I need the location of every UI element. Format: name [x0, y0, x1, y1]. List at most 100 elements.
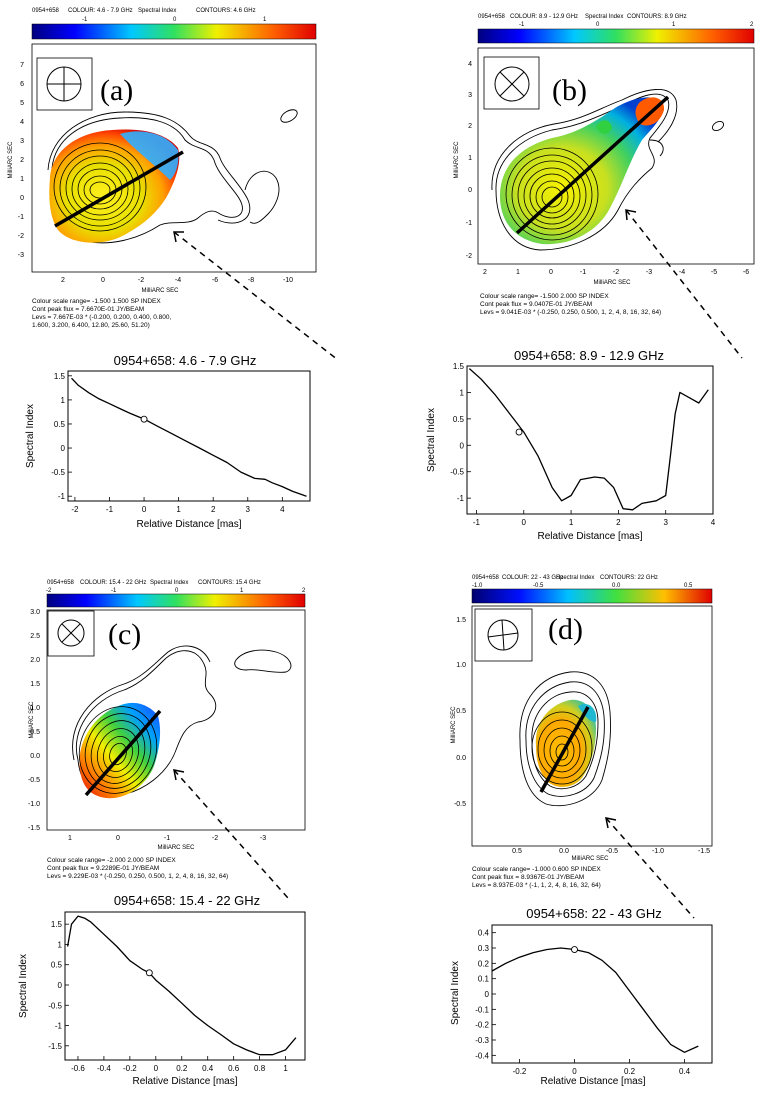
profile-d-ytick-label: -0.1: [475, 1005, 489, 1014]
profile-c-ytick-label: 0: [58, 981, 63, 990]
map-c-ytick: -0.5: [28, 777, 40, 784]
profile-d-ytick-label: 0.2: [478, 959, 490, 968]
profile-d-xtick-label: -0.2: [513, 1067, 527, 1076]
map-a-info-line: Cont peak flux = 7.6670E-01 JY/BEAM: [32, 306, 144, 313]
map-b-header-contours: CONTOURS: 8.9 GHz: [627, 14, 687, 20]
map-d-ylabel: MilliARC SEC: [451, 706, 457, 744]
profile-a-ytick-label: -1: [58, 492, 66, 501]
profile-a-ytick-label: 1.5: [54, 372, 66, 381]
map-c-xtick: -1: [164, 835, 170, 842]
map-a-core-contours: [53, 142, 147, 232]
profile-c-xtick-label: 0.6: [228, 1064, 240, 1073]
map-c-ytick: 1.5: [30, 681, 40, 688]
map-b-xtick: -6: [743, 269, 749, 276]
map-b-colour-blob: [500, 97, 663, 245]
map-b-colorbar-tick: 1: [672, 22, 676, 28]
map-c-slice-line: [84, 709, 162, 797]
map-d-xtick: 0.5: [512, 848, 522, 855]
map-a-xtick: -4: [175, 277, 181, 284]
profile-a-core-marker: [140, 415, 148, 423]
map-d-ytick: 0.0: [456, 755, 466, 762]
profile-c-xtick-label: 0.2: [176, 1064, 188, 1073]
map-d-ytick: 1.5: [456, 617, 466, 624]
profile-a-axes: -2 -1 0 1 2 3 4 1.5 1 0.5 0 -0.5 -1: [51, 372, 307, 514]
profile-c-series-line: [66, 915, 297, 1056]
map-c-outer-contours: [72, 645, 292, 797]
map-a-beam-icon: [46, 66, 82, 102]
map-a-ytick: 7: [20, 62, 24, 69]
map-d-yticks: 1.5 1.0 0.5 0.0 -0.5: [454, 617, 466, 808]
profile-b-xtick-label: 0: [522, 518, 527, 527]
map-c-info-line: Colour scale range= -2.000 2.000 SP INDE…: [47, 857, 176, 864]
profile-c-xtick-label: -0.4: [97, 1064, 111, 1073]
profile-d-ytick-label: 0.1: [478, 975, 490, 984]
profile-b-ylabel: Spectral Index: [426, 408, 437, 472]
map-a-slice-line: [54, 150, 184, 228]
map-a-ylabel: MilliARC SEC: [8, 141, 14, 179]
map-a-xtick: -8: [248, 277, 254, 284]
profile-c-xtick-label: 0.4: [202, 1064, 214, 1073]
profile-d-core-marker: [571, 946, 578, 953]
map-a-yticks: 7 6 5 4 3 2 1 0 -1 -2 -3: [18, 62, 24, 259]
map-c-ytick: 2.5: [30, 633, 40, 640]
map-d-core-contours: [531, 711, 593, 785]
map-b-green-knot: [596, 120, 612, 134]
map-d-info-line: Colour scale range= -1.000 0.600 SP INDE…: [472, 866, 601, 873]
map-b-xlabel: MilliARC SEC: [593, 280, 631, 286]
map-a-ytick: -3: [18, 252, 24, 259]
map-c-colour-blob: [79, 702, 161, 799]
map-d-outer-contours: [519, 671, 611, 807]
profile-b-series-line: [468, 368, 709, 511]
map-c-xtick: -2: [212, 835, 218, 842]
map-d-xtick: -1.5: [698, 848, 710, 855]
map-d-colorbar: [471, 588, 713, 604]
map-b-colorbar: [477, 28, 755, 44]
profile-d-ytick-label: -0.4: [475, 1051, 489, 1060]
map-b-xtick: -2: [613, 269, 619, 276]
map-b-core-contours: [505, 147, 599, 241]
profile-d-title: 0954+658: 22 - 43 GHz: [526, 906, 662, 921]
profile-a-xtick-label: 4: [280, 505, 285, 514]
map-b-info: Colour scale range= -1.500 2.000 SP INDE…: [480, 293, 661, 316]
map-a-xtick: 2: [61, 277, 65, 284]
map-b-ytick: 3: [468, 92, 472, 99]
map-a-ytick: 1: [20, 176, 24, 183]
profile-a-frame: [67, 370, 311, 502]
map-d-ytick: 1.0: [456, 662, 466, 669]
map-c-colorbar-tick: 1: [240, 588, 244, 594]
profile-a-xlabel: Relative Distance [mas]: [136, 519, 241, 530]
map-a-info-line: Levs = 7.667E-03 * (-0.200, 0.200, 0.400…: [32, 314, 172, 321]
map-b-slice-line: [515, 95, 670, 235]
map-b-ytick: -2: [466, 253, 472, 260]
map-d-info: Colour scale range= -1.000 0.600 SP INDE…: [472, 866, 601, 889]
map-d-ytick: -0.5: [454, 801, 466, 808]
profile-b-xtick-label: 2: [616, 518, 621, 527]
map-c-header-contours: CONTOURS: 15.4 GHz: [198, 580, 261, 586]
map-c-colorbar-tick: 2: [302, 588, 306, 594]
map-b-ytick: 2: [468, 123, 472, 130]
profile-d-ytick-label: -0.3: [475, 1036, 489, 1045]
map-b-xtick: -3: [646, 269, 652, 276]
map-a-xticks: 2 0 -2 -4 -6 -8 -10: [61, 277, 293, 284]
map-a-xtick: 0: [101, 277, 105, 284]
map-b-yticks: 4 3 2 1 0 -1 -2: [466, 61, 472, 260]
map-b-xtick: 2: [483, 269, 487, 276]
panel-c-letter: (c): [108, 618, 141, 651]
map-a-blue-edge: [120, 131, 179, 180]
panel-a-letter: (a): [100, 74, 133, 107]
map-a-ytick: 2: [20, 157, 24, 164]
map-b-xtick: 0: [549, 269, 553, 276]
panel-b: 0954+658 COLOUR: 8.9 - 12.9 GHz Spectral…: [426, 14, 755, 542]
profile-c-axes: -0.6 -0.4 -0.2 0 0.2 0.4 0.6 0.8 1 1.5 1 0.5 0 -0.5 -1…: [48, 915, 297, 1073]
map-a-xtick: -6: [212, 277, 218, 284]
profile-d-ytick-label: 0: [485, 990, 490, 999]
profile-c-xtick-label: -0.6: [71, 1064, 85, 1073]
profile-a-xtick-label: 1: [176, 505, 181, 514]
map-d-xlabel: MilliARC SEC: [571, 856, 609, 862]
map-c-header-colour: COLOUR: 15.4 - 22 GHz: [80, 580, 146, 586]
profile-b-ytick-label: -0.5: [450, 468, 464, 477]
map-b-outer-contours: [491, 89, 725, 251]
map-a-ytick: 6: [20, 81, 24, 88]
map-b-xtick: -5: [711, 269, 717, 276]
map-c-header-quantity: Spectral Index: [150, 580, 188, 586]
